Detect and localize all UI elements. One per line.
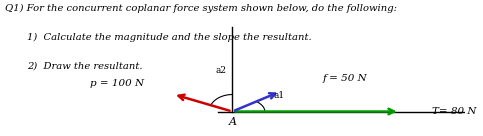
Text: p = 100 N: p = 100 N [90,79,144,88]
Text: 2)  Draw the resultant.: 2) Draw the resultant. [27,61,142,70]
Text: T= 80 N: T= 80 N [432,107,477,116]
Text: 1)  Calculate the magnitude and the slope the resultant.: 1) Calculate the magnitude and the slope… [27,33,311,42]
Text: a1: a1 [273,91,284,100]
Text: a2: a2 [215,67,226,75]
Text: f = 50 N: f = 50 N [323,74,368,83]
Text: A: A [228,117,236,127]
Text: Q1) For the concurrent coplanar force system shown below, do the following:: Q1) For the concurrent coplanar force sy… [5,4,397,13]
